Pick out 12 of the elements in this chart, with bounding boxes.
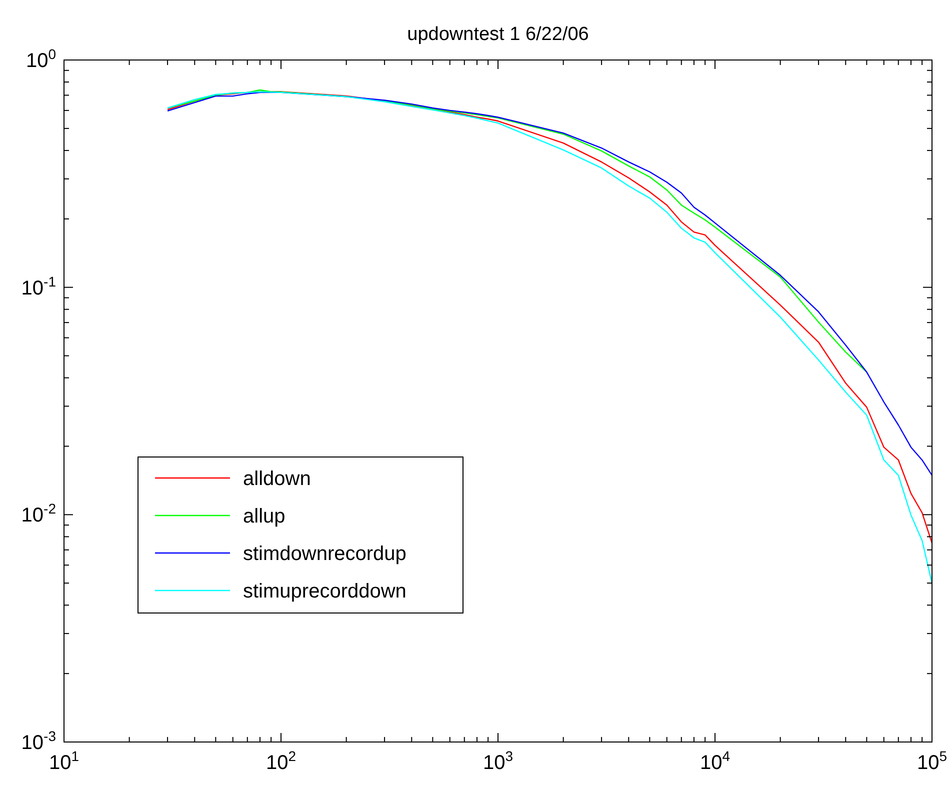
- x-tick-label: 10$^{5}$: [916, 748, 948, 774]
- legend-label: stimdownrecordup: [243, 543, 406, 565]
- x-tick-label: 10$^{4}$: [700, 748, 730, 774]
- chart-title: updowntest 1 6/22/06: [407, 24, 589, 45]
- legend-label: alldown: [243, 468, 311, 490]
- x-tick-label: 10$^{3}$: [482, 748, 514, 774]
- x-tick-label: 10$^{2}$: [266, 748, 296, 774]
- y-tick-label: 10$^{-1}$: [21, 273, 56, 300]
- y-tick-label: 10$^{-2}$: [21, 500, 56, 527]
- y-tick-label: 10$^{0}$: [26, 46, 56, 72]
- legend-label: allup: [243, 506, 286, 528]
- legend-label: stimuprecorddown: [243, 580, 406, 602]
